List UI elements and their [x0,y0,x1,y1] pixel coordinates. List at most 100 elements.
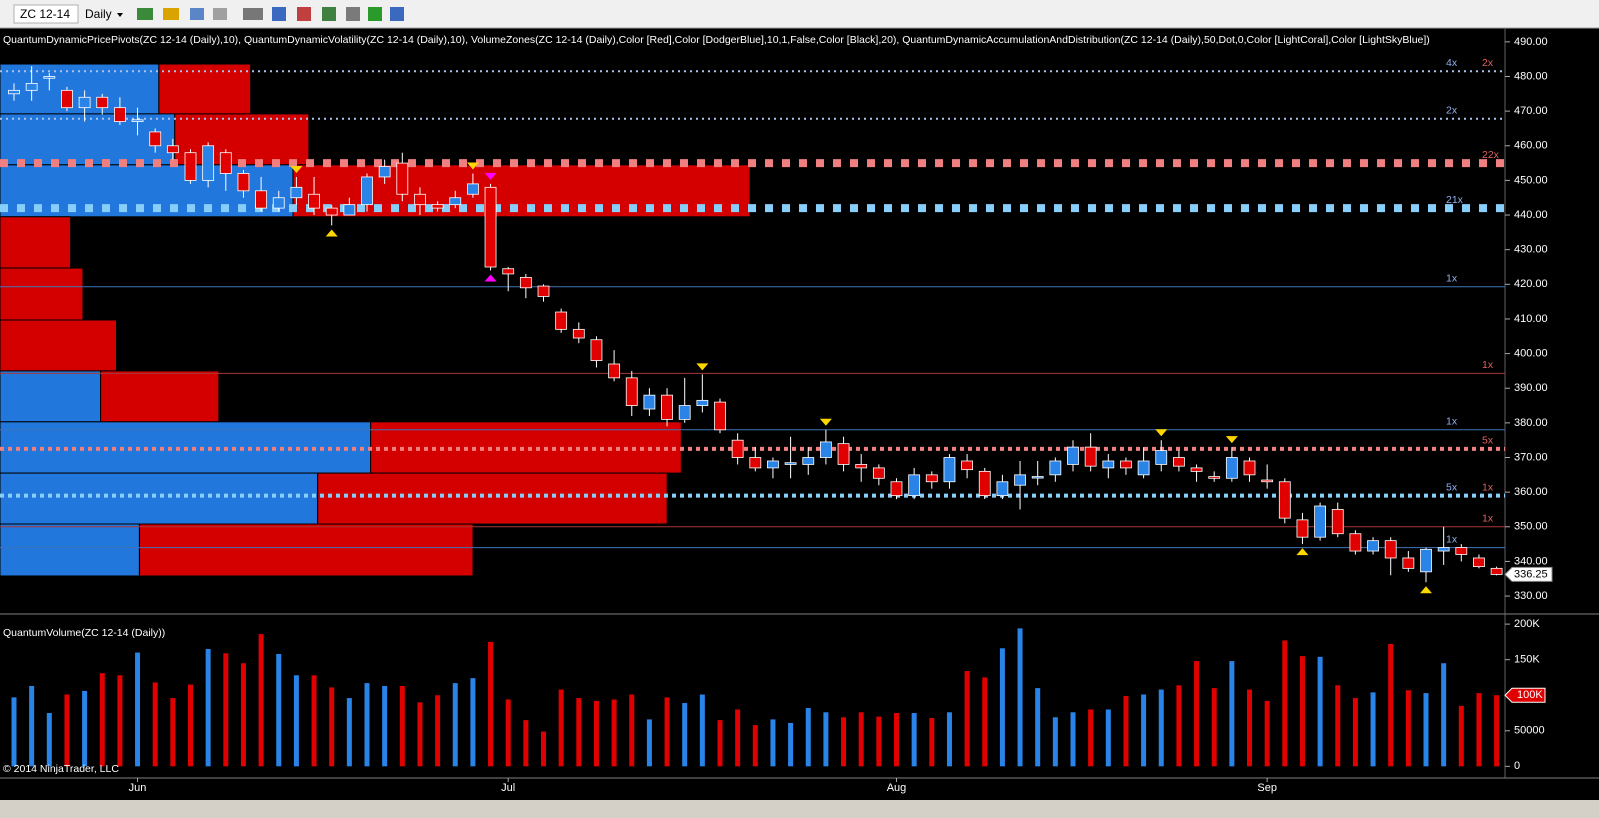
volume-bar [805,708,811,767]
candle-body [431,204,444,209]
zone-down [0,319,117,372]
last-volume-box [1504,687,1546,703]
volume-bar [1247,689,1252,767]
last-volume: 100K [1517,689,1543,701]
candle-body [1120,460,1132,469]
y-tick-label: 50000 [1514,725,1545,737]
candle-body [925,474,938,483]
volume-bar [1388,644,1394,767]
candle-body [114,107,126,122]
candle-body [1208,476,1221,479]
candle-body [1367,540,1379,552]
candle-body [1155,450,1168,465]
zone-up [0,472,319,525]
volume-bar [329,687,335,767]
volume-bar [841,717,847,767]
period[interactable]: Daily [85,7,112,21]
candle-body [466,183,479,195]
level-tag: 1x [1446,273,1458,285]
instrument-box[interactable] [13,4,79,24]
volume-bar [205,649,211,767]
zone-down [0,267,84,321]
y-tick-label: 490.00 [1514,36,1548,48]
last-price-box [1504,566,1553,582]
volume-bar [382,685,388,767]
volume-bar [29,685,35,767]
data-box-icon[interactable] [390,7,404,21]
zone-down [317,472,668,525]
axes: 490.00 480.00 470.00 460.00 450.00 440.00 430.… [129,36,1553,794]
candle-body [837,443,850,465]
candle-body [908,474,921,497]
orders-icon[interactable] [368,7,382,21]
candle-body [1437,547,1450,552]
candle-body [890,481,903,497]
volume-bar [682,703,688,767]
candle-body [308,193,320,209]
volume-bar [646,719,652,767]
volume-bar [1052,717,1058,767]
volume-bar [1458,705,1464,767]
y-tick-label: 370.00 [1514,451,1548,463]
indicators-icon[interactable] [297,7,311,21]
candle-body [1455,547,1468,555]
properties-icon[interactable] [346,7,360,21]
candle-body [590,339,603,361]
zoom-icon[interactable] [213,8,227,20]
search-icon[interactable] [272,7,286,21]
volume-bar [1282,640,1288,767]
candle-body [519,276,532,289]
candle-body [78,96,91,109]
candle-body [1031,476,1044,479]
volume-bar [558,689,564,767]
candle-body [25,83,38,91]
volume-bar [1123,695,1129,767]
volume-bar [576,698,582,767]
volume-bar [735,709,741,767]
x-tick-label: Jun [129,782,147,794]
volume-bar [999,648,1005,767]
candle-body [325,207,338,216]
volume-bar [258,634,264,767]
y-tick-label: 410.00 [1514,313,1548,325]
candle-body [290,186,303,199]
candle-body [1296,519,1309,538]
volume-bar [894,713,899,767]
candle-body [678,405,691,420]
volume-bar [1158,689,1164,767]
instrument[interactable]: ZC 12-14 [20,7,70,21]
candle-body [784,462,797,465]
volume-bar [593,700,599,767]
volume-bar [1141,694,1147,767]
y-tick-label: 150K [1514,654,1540,666]
volume-bar [188,684,193,767]
level-tag: 5x [1482,435,1494,447]
strategies-icon[interactable] [322,7,336,21]
level-tag: 2x [1446,105,1458,117]
volume-bar [1017,628,1023,767]
level-tag: 1x [1446,533,1458,545]
signal-marker [325,229,338,237]
y-tick-label: 380.00 [1514,417,1548,429]
candle-body [1084,446,1097,467]
candle-body [1331,509,1344,535]
volume-bar [699,694,705,767]
candle-body [555,311,568,330]
draw-icon[interactable] [163,8,179,20]
volume-bar [435,695,441,767]
volume-bar [346,698,352,767]
volume-bar [82,690,88,767]
crosshair-icon[interactable] [190,8,204,20]
candle-body [1102,460,1115,469]
candle-body [361,176,373,206]
zone-down [100,370,220,423]
bar-type-icon[interactable] [137,8,153,20]
candle-body [943,457,956,483]
volume-bar [364,683,370,767]
period-dropdown[interactable] [117,13,123,17]
candle-body [449,197,462,206]
volume-bar [223,653,229,767]
candle-body [1190,467,1203,472]
volume-bar [1088,709,1094,767]
pointer-icon[interactable] [243,8,263,20]
